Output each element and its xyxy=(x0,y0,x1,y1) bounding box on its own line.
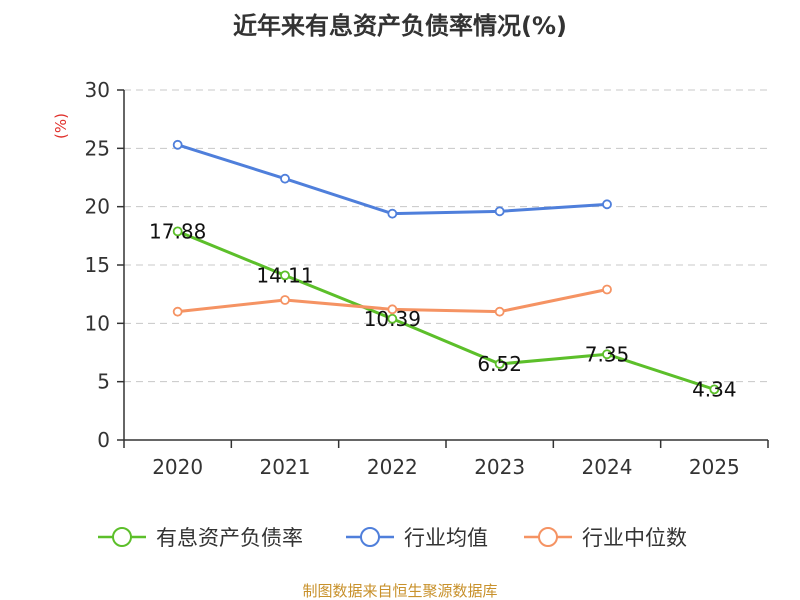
gridlines xyxy=(124,89,768,383)
x-tick-label-2021: 2021 xyxy=(260,455,311,479)
legend-item-2[interactable]: 行业中位数 xyxy=(524,526,687,550)
data-point-1-2020[interactable] xyxy=(172,139,183,150)
y-tick-label-0: 0 xyxy=(97,428,110,452)
data-point-2-2024[interactable] xyxy=(602,284,612,295)
series-line-0 xyxy=(177,230,715,391)
y-tick-label-20: 20 xyxy=(85,195,110,219)
data-point-2-2021[interactable] xyxy=(280,295,290,305)
y-tick-label-5: 5 xyxy=(97,370,110,394)
data-label-2022: 10.39 xyxy=(364,307,421,331)
data-point-0-2025[interactable] xyxy=(709,384,720,395)
data-point-1-2024[interactable] xyxy=(602,199,612,210)
legend: 有息资产负债率 行业均值 行业中位数 xyxy=(98,526,687,550)
source-note: 制图数据来自恒生聚源数据库 xyxy=(302,582,497,600)
legend-label: 行业均值 xyxy=(404,526,488,550)
data-point-1-2021[interactable] xyxy=(280,173,290,184)
data-point-0-2021[interactable] xyxy=(280,270,290,281)
series-2 xyxy=(172,284,612,317)
x-tick-label-2020: 2020 xyxy=(152,455,203,479)
legend-marker-icon xyxy=(360,527,380,547)
data-point-1-2023[interactable] xyxy=(494,206,505,217)
legend-marker-icon xyxy=(538,527,558,547)
data-point-0-2020[interactable] xyxy=(172,226,183,237)
y-tick-label-15: 15 xyxy=(85,253,110,277)
data-point-2-2023[interactable] xyxy=(494,306,505,317)
data-label-2025: 4.34 xyxy=(692,377,737,401)
legend-item-1[interactable]: 行业均值 xyxy=(346,526,488,550)
x-tick-label-2024: 2024 xyxy=(582,455,633,479)
series-0 xyxy=(172,226,720,395)
x-tick-label-2022: 2022 xyxy=(367,455,418,479)
legend-item-0[interactable]: 有息资产负债率 xyxy=(98,526,303,550)
data-point-0-2024[interactable] xyxy=(602,349,612,360)
data-point-1-2022[interactable] xyxy=(387,208,398,219)
x-tick-label-2023: 2023 xyxy=(474,455,525,479)
data-label-2024: 7.35 xyxy=(585,342,630,366)
data-point-0-2023[interactable] xyxy=(494,359,505,369)
data-label-2021: 14.11 xyxy=(256,263,313,287)
data-label-2020: 17.88 xyxy=(149,219,206,243)
data-point-2-2020[interactable] xyxy=(172,306,183,317)
x-tick-label-2025: 2025 xyxy=(689,455,740,479)
data-point-2-2022[interactable] xyxy=(387,304,398,315)
y-tick-label-30: 30 xyxy=(85,78,110,102)
series-line-1 xyxy=(177,143,608,216)
legend-marker-icon xyxy=(112,527,132,547)
series-1 xyxy=(172,139,612,219)
data-label-2023: 6.52 xyxy=(477,352,522,376)
data-labels: 17.88 14.11 10.39 6.52 7.35 4.34 xyxy=(149,219,737,401)
y-axis-unit-label: (%) xyxy=(52,113,70,139)
series-lines xyxy=(172,139,720,395)
legend-label: 行业中位数 xyxy=(582,526,687,550)
y-tick-label-25: 25 xyxy=(85,136,110,160)
data-point-0-2022[interactable] xyxy=(387,313,398,324)
legend-label: 有息资产负债率 xyxy=(156,526,303,550)
chart-title: 近年来有息资产负债率情况(%) xyxy=(233,12,567,40)
y-tick-label-10: 10 xyxy=(85,311,110,335)
